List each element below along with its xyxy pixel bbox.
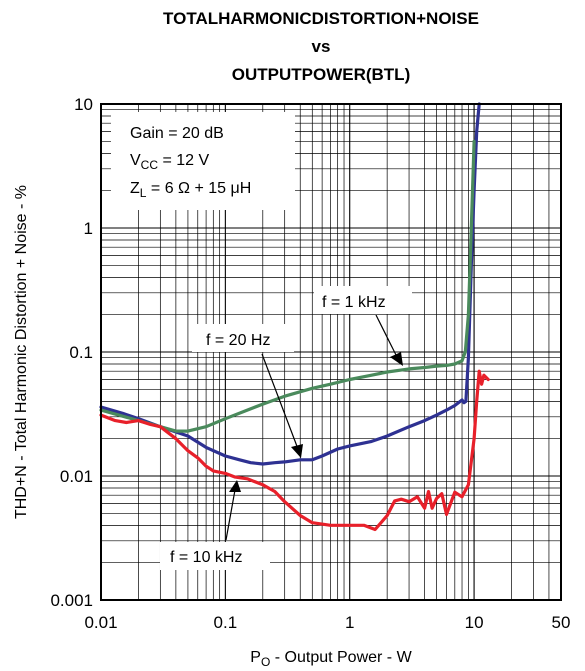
tick-labels: 0.01 0.1 1 10 50 0.001 0.01 0.1 1 10 <box>50 95 570 632</box>
y-tick-label: 0.01 <box>60 467 93 486</box>
y-tick-label: 1 <box>84 219 93 238</box>
plot-frame <box>100 103 562 601</box>
annotation-10khz-arrowhead <box>229 480 241 492</box>
annotation-1khz-leader <box>375 314 398 358</box>
annotation-1khz-label: f = 1 kHz <box>322 294 386 311</box>
y-tick-label: 0.001 <box>50 591 93 610</box>
vcc-label: VCC = 12 V <box>130 152 209 172</box>
chart-title-line-1: TOTALHARMONICDISTORTION+NOISE <box>163 9 479 28</box>
x-tick-label: 0.01 <box>84 613 117 632</box>
gain-label: Gain = 20 dB <box>130 125 224 142</box>
series-line-f-20-hz <box>99 102 481 466</box>
x-tick-label: 0.1 <box>214 613 238 632</box>
annotation-1khz-background <box>314 286 412 314</box>
chart-title: TOTALHARMONICDISTORTION+NOISE vs OUTPUTP… <box>163 9 479 84</box>
annotation-20hz-background <box>192 324 294 352</box>
chart-title-line-3: OUTPUTPOWER(BTL) <box>232 65 410 84</box>
annotation-10khz-leader <box>225 489 236 541</box>
y-tick-label: 10 <box>74 95 93 114</box>
x-tick-label: 1 <box>345 613 354 632</box>
x-axis-label: PO - Output Power - W <box>250 649 412 669</box>
annotation-20hz: f = 20 Hz <box>192 324 303 458</box>
annotation-20hz-label: f = 20 Hz <box>206 332 270 349</box>
zl-label: ZL = 6 Ω + 15 μH <box>130 180 251 200</box>
chart-title-line-2: vs <box>312 37 331 56</box>
series-line-f-10-khz <box>99 369 490 532</box>
conditions-background <box>111 112 295 210</box>
annotation-1khz: f = 1 kHz <box>314 286 412 366</box>
x-tick-label: 10 <box>465 613 484 632</box>
annotation-20hz-arrowhead <box>291 444 303 458</box>
annotation-1khz-arrowhead <box>390 352 403 366</box>
series-line-f-1-khz <box>99 139 476 433</box>
conditions-box: Gain = 20 dB VCC = 12 V ZL = 6 Ω + 15 μH <box>111 112 295 210</box>
annotation-10khz-label: f = 10 kHz <box>170 549 242 566</box>
y-tick-label: 0.1 <box>69 343 93 362</box>
annotation-10khz-background <box>160 542 270 570</box>
x-tick-label: 50 <box>552 613 571 632</box>
series-lines <box>99 102 490 532</box>
annotation-10khz: f = 10 kHz <box>160 480 270 570</box>
y-axis-label: THD+N - Total Harmonic Distortion + Nois… <box>13 185 30 519</box>
annotation-20hz-leader <box>261 353 299 450</box>
